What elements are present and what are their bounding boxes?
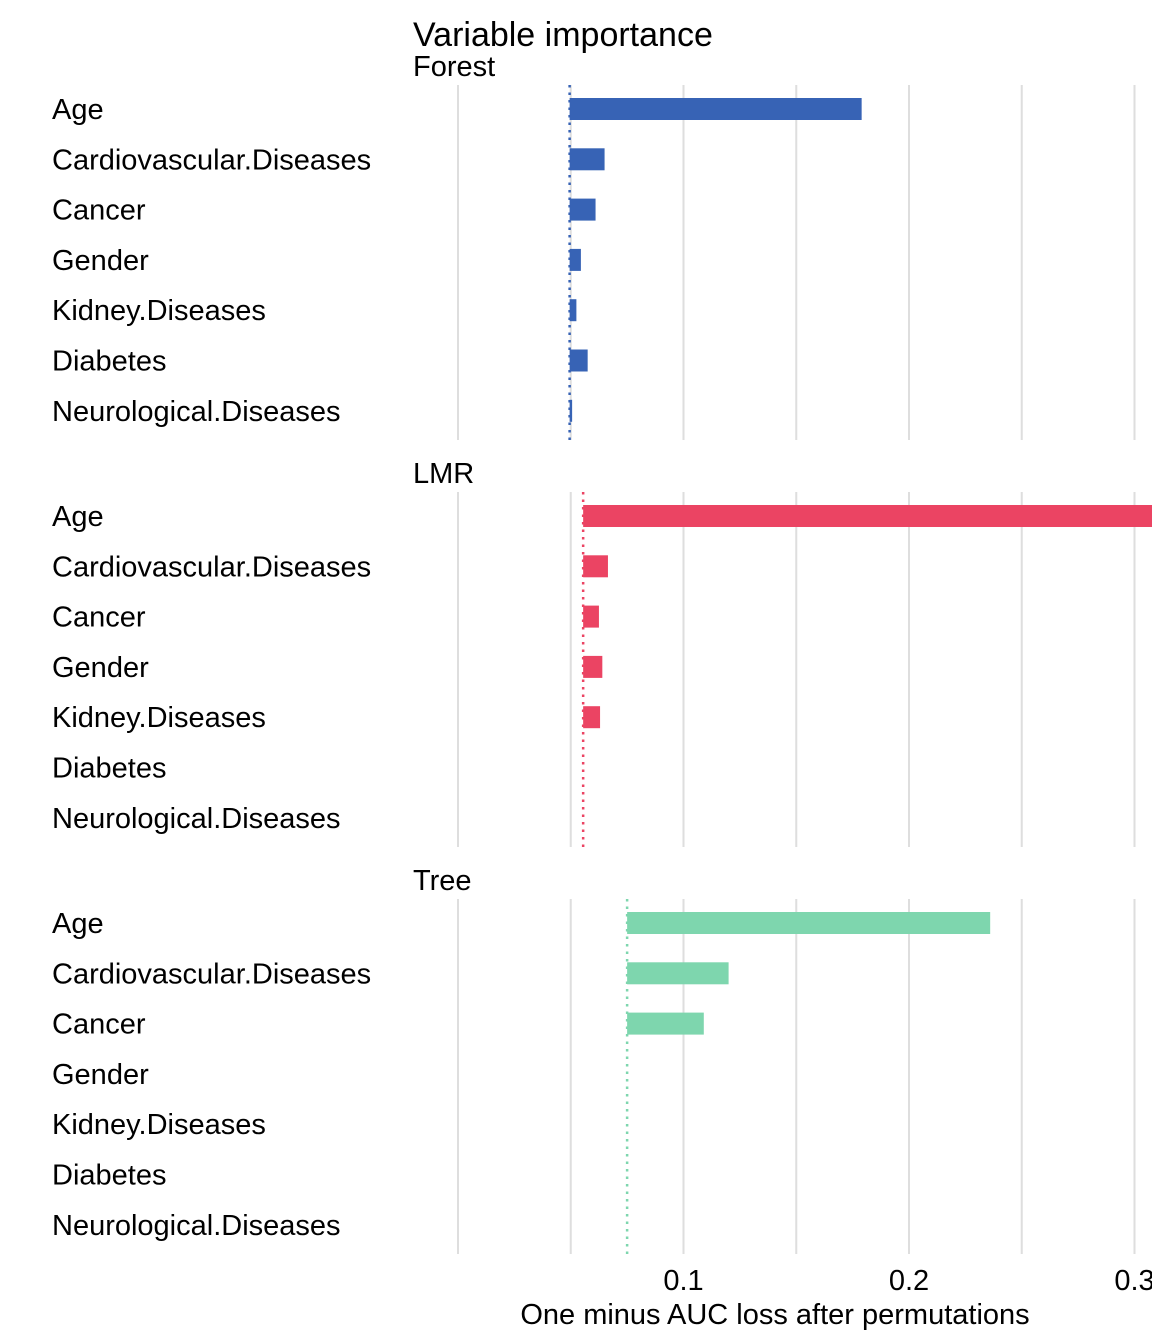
bar-forest-cancer [569, 198, 596, 221]
bar-forest-cardiovascular-diseases [569, 148, 605, 171]
bar-lmr-gender [583, 655, 603, 678]
y-tick-label-tree-4: Kidney.Diseases [52, 1109, 266, 1141]
y-tick-label-tree-2: Cancer [52, 1009, 146, 1041]
bar-forest-age [569, 98, 862, 120]
panel-label-tree: Tree [413, 865, 472, 897]
bar-forest-diabetes [569, 349, 588, 372]
y-tick-label-tree-5: Diabetes [52, 1160, 166, 1192]
bar-tree-age [627, 912, 991, 934]
y-tick-label-lmr-1: Cardiovascular.Diseases [52, 551, 371, 583]
y-tick-label-tree-1: Cardiovascular.Diseases [52, 958, 371, 990]
bar-lmr-cancer [583, 605, 599, 628]
y-tick-label-lmr-5: Diabetes [52, 753, 166, 785]
y-tick-label-tree-3: Gender [52, 1059, 149, 1091]
x-tick-label-0: 0.1 [663, 1265, 703, 1297]
y-tick-label-lmr-3: Gender [52, 652, 149, 684]
chart-title: Variable importance [413, 16, 713, 54]
bar-lmr-age [583, 505, 1152, 527]
y-tick-label-forest-5: Diabetes [52, 346, 166, 378]
y-tick-label-tree-6: Neurological.Diseases [52, 1210, 341, 1242]
y-tick-label-lmr-4: Kidney.Diseases [52, 702, 266, 734]
y-tick-label-tree-0: Age [52, 908, 104, 940]
y-tick-label-forest-1: Cardiovascular.Diseases [52, 144, 371, 176]
panel-label-forest: Forest [413, 51, 495, 83]
x-axis-label: One minus AUC loss after permutations [520, 1299, 1029, 1331]
panel-label-lmr: LMR [413, 458, 474, 490]
bar-lmr-cardiovascular-diseases [583, 555, 608, 578]
y-tick-label-forest-0: Age [52, 94, 104, 126]
y-tick-label-forest-3: Gender [52, 245, 149, 277]
bar-tree-cardiovascular-diseases [627, 962, 729, 985]
y-tick-label-lmr-0: Age [52, 501, 104, 533]
bar-tree-cancer [627, 1012, 704, 1035]
bar-lmr-kidney-diseases [583, 706, 601, 729]
y-tick-label-forest-4: Kidney.Diseases [52, 295, 266, 327]
y-tick-label-forest-6: Neurological.Diseases [52, 396, 341, 428]
y-tick-label-lmr-6: Neurological.Diseases [52, 803, 341, 835]
y-tick-label-forest-2: Cancer [52, 195, 146, 227]
x-tick-label-2: 0.3 [1114, 1265, 1152, 1297]
bar-forest-kidney-diseases [569, 299, 577, 322]
y-tick-label-lmr-2: Cancer [52, 602, 146, 634]
bar-forest-gender [569, 248, 581, 271]
bar-forest-neurological-diseases [569, 399, 573, 422]
x-tick-label-1: 0.2 [889, 1265, 929, 1297]
